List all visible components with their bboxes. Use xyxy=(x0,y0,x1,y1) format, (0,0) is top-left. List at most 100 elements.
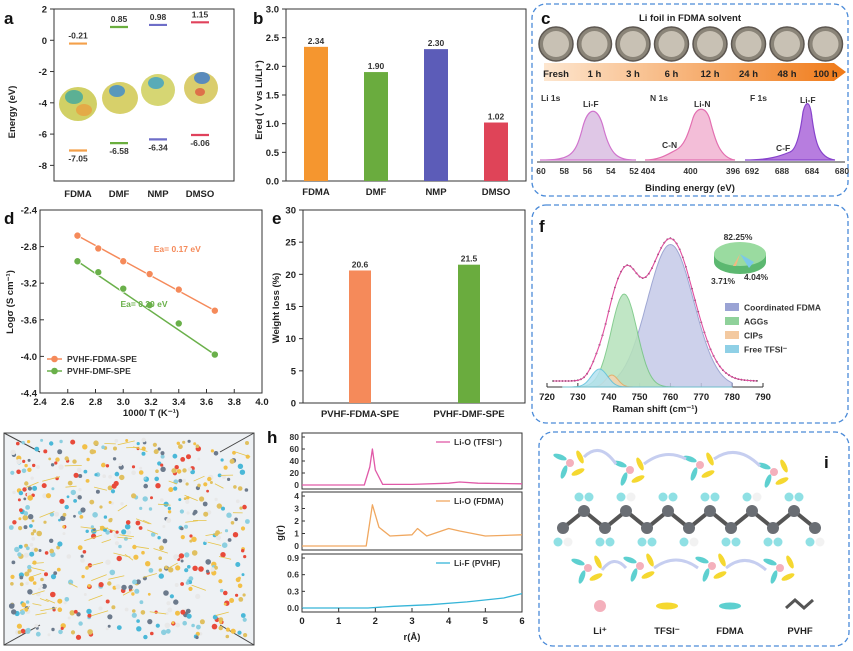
md-atom xyxy=(109,569,116,576)
md-atom xyxy=(157,447,161,451)
md-atom xyxy=(108,518,113,523)
petri-dish-inner xyxy=(774,31,800,57)
panel-e-frame xyxy=(302,209,526,404)
b-bar-value: 1.90 xyxy=(368,61,385,71)
solvent-ligand xyxy=(631,475,645,483)
md-atom xyxy=(196,624,201,630)
panel-d-legend: PVHF-FDMA-SPE PVHF-DMF-SPE xyxy=(47,354,137,376)
md-atom xyxy=(164,565,168,570)
carbon-atom xyxy=(746,505,758,517)
time-label: Fresh xyxy=(543,69,569,80)
md-atom xyxy=(41,583,47,589)
md-chain-bond xyxy=(215,611,229,616)
b-ytick-label: 0.5 xyxy=(266,148,280,159)
b-ytick-label: 2.5 xyxy=(266,33,280,44)
md-atom xyxy=(27,568,32,573)
md-atom xyxy=(30,476,34,480)
md-atom xyxy=(95,489,100,494)
md-atom xyxy=(237,463,244,469)
md-atom xyxy=(50,591,56,598)
md-atom xyxy=(213,451,219,456)
fluorine-atom xyxy=(794,492,804,502)
md-atom xyxy=(21,602,27,608)
a-category-label: FDMA xyxy=(64,189,92,200)
md-atom xyxy=(131,592,135,596)
md-chain-bond xyxy=(157,503,171,506)
md-atom xyxy=(167,607,173,613)
md-atom xyxy=(20,610,25,615)
md-atom xyxy=(101,462,106,468)
md-atom xyxy=(32,485,38,491)
md-atom xyxy=(215,535,221,541)
md-atom xyxy=(240,613,246,618)
md-atom xyxy=(160,451,165,456)
xps-tick-label: 56 xyxy=(583,166,593,176)
md-atom xyxy=(180,559,184,563)
a-ytick-label: -6 xyxy=(39,130,47,141)
md-chain-bond xyxy=(32,590,45,595)
md-atom xyxy=(76,612,81,617)
md-chain-bond xyxy=(85,561,104,568)
md-atom xyxy=(53,571,58,575)
panel-f-pie: 82.25% 3.71% 4.04% xyxy=(711,232,769,286)
md-atom xyxy=(62,525,66,529)
md-atom xyxy=(80,554,84,558)
md-atom xyxy=(166,601,171,606)
panel-c-xlabel: Binding energy (eV) xyxy=(645,183,735,194)
xps-tick-label: 52 xyxy=(629,166,639,176)
e-bar-value: 20.6 xyxy=(352,259,369,269)
a-level-label: -6.34 xyxy=(148,142,168,152)
md-atom xyxy=(159,545,164,551)
md-chain-bond xyxy=(135,518,150,525)
md-atom xyxy=(116,555,122,562)
md-chain-bond xyxy=(185,520,198,523)
md-atom xyxy=(223,465,228,470)
f-xtick-label: 750 xyxy=(632,392,648,403)
md-atom xyxy=(20,628,26,634)
transport-arrow xyxy=(725,559,768,572)
md-atom xyxy=(232,532,239,538)
fluorine-atom xyxy=(721,537,731,547)
a-ytick-label: -4 xyxy=(39,98,48,109)
transport-arrow xyxy=(713,450,762,468)
panel-f-legend: Coordinated FDMA AGGs CIPs Free TFSI⁻ xyxy=(725,303,821,355)
md-atom xyxy=(49,548,54,554)
d-data-point xyxy=(119,257,128,266)
md-atom xyxy=(180,526,184,531)
md-atom xyxy=(58,518,61,522)
carbon-atom xyxy=(662,505,674,517)
md-atom xyxy=(43,520,47,524)
f-xtick-label: 760 xyxy=(662,392,678,403)
panel-i-legend-label: TFSI⁻ xyxy=(654,626,680,637)
md-atom xyxy=(34,623,39,628)
carbon-atom xyxy=(578,505,590,517)
solvent-ligand xyxy=(706,452,714,466)
xps-tick-label: 396 xyxy=(726,166,740,176)
md-atom xyxy=(191,550,198,556)
md-atom xyxy=(121,584,127,591)
md-atom xyxy=(83,593,87,596)
xps-f1s: F 1s C-F Li-F xyxy=(744,93,836,161)
md-chain-bond xyxy=(149,611,167,615)
d-data-point xyxy=(145,301,154,310)
md-atom xyxy=(191,536,197,542)
md-chain-bond xyxy=(214,483,224,489)
md-chain-bond xyxy=(108,575,125,580)
panel-letter-b: b xyxy=(253,9,263,28)
md-atom xyxy=(35,631,41,637)
panel-a: a Energy (eV) 20-2-4-6-8 -0.21-7.050.85-… xyxy=(4,5,235,200)
md-atom xyxy=(132,579,138,585)
d-legend-marker xyxy=(51,355,58,363)
md-atom xyxy=(27,486,32,491)
legend-li-icon xyxy=(594,600,606,612)
f-legend-swatch xyxy=(725,331,739,339)
md-atom xyxy=(135,520,141,526)
fluorine-atom xyxy=(626,492,636,502)
time-label: 24 h xyxy=(739,69,758,80)
panel-i: i Li⁺ TFSI⁻ FDMA PVHF xyxy=(538,431,850,647)
md-atom xyxy=(110,489,116,494)
md-atom xyxy=(227,477,231,481)
md-atom xyxy=(245,519,250,524)
md-atom xyxy=(23,552,29,558)
md-atom xyxy=(237,576,241,580)
